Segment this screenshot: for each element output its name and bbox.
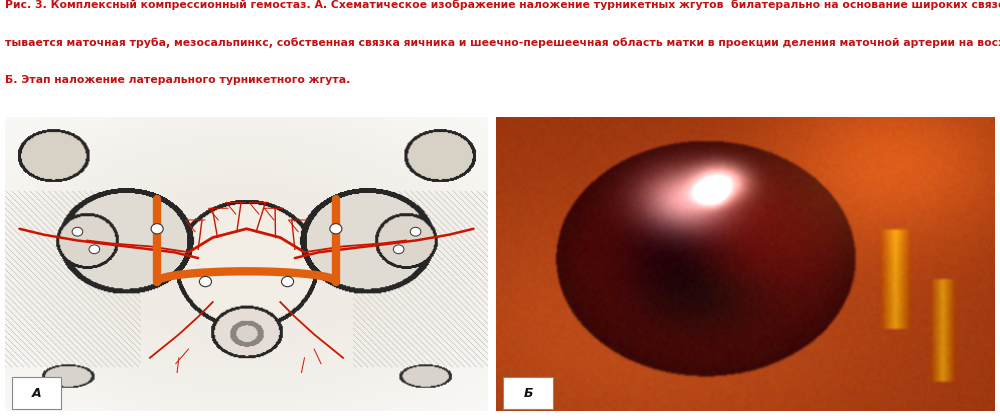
Ellipse shape bbox=[199, 277, 211, 287]
Text: А: А bbox=[32, 386, 41, 400]
Ellipse shape bbox=[89, 245, 100, 253]
Ellipse shape bbox=[410, 228, 421, 236]
Ellipse shape bbox=[330, 224, 342, 234]
Ellipse shape bbox=[151, 224, 163, 234]
Ellipse shape bbox=[393, 245, 404, 253]
Ellipse shape bbox=[72, 228, 83, 236]
Text: Б: Б bbox=[524, 386, 533, 400]
Text: тывается маточная труба, мезосальпинкс, собственная связка яичника и шеечно-пере: тывается маточная труба, мезосальпинкс, … bbox=[5, 37, 1000, 48]
Ellipse shape bbox=[282, 277, 294, 287]
Text: Б. Этап наложение латерального турникетного жгута.: Б. Этап наложение латерального турникетн… bbox=[5, 75, 350, 85]
FancyBboxPatch shape bbox=[12, 377, 61, 409]
FancyBboxPatch shape bbox=[503, 377, 553, 409]
Text: Рис. 3. Комплексный компрессионный гемостаз. А. Схематическое изображение наложе: Рис. 3. Комплексный компрессионный гемос… bbox=[5, 0, 1000, 10]
